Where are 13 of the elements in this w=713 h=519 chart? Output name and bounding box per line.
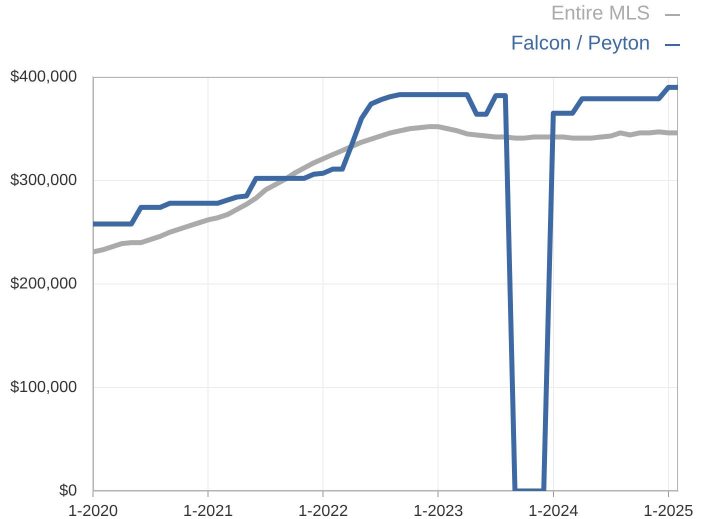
y-tick-label: $200,000 [10,275,78,292]
x-tick-label: 1-2022 [298,503,348,519]
legend-label: Entire MLS [551,2,650,25]
y-tick-label: $0 [59,482,78,500]
x-tick-label: 1-2024 [528,503,578,519]
y-tick-label: $300,000 [10,172,78,189]
x-tick-label: 1-2025 [643,503,694,519]
legend-label: Falcon / Peyton [511,32,650,55]
y-tick-label: $100,000 [10,378,78,396]
x-tick-label: 1-2020 [68,503,118,519]
y-tick-label: $400,000 [10,68,78,86]
x-tick-label: 1-2023 [413,503,464,519]
x-tick-label: 1-2021 [183,503,234,519]
